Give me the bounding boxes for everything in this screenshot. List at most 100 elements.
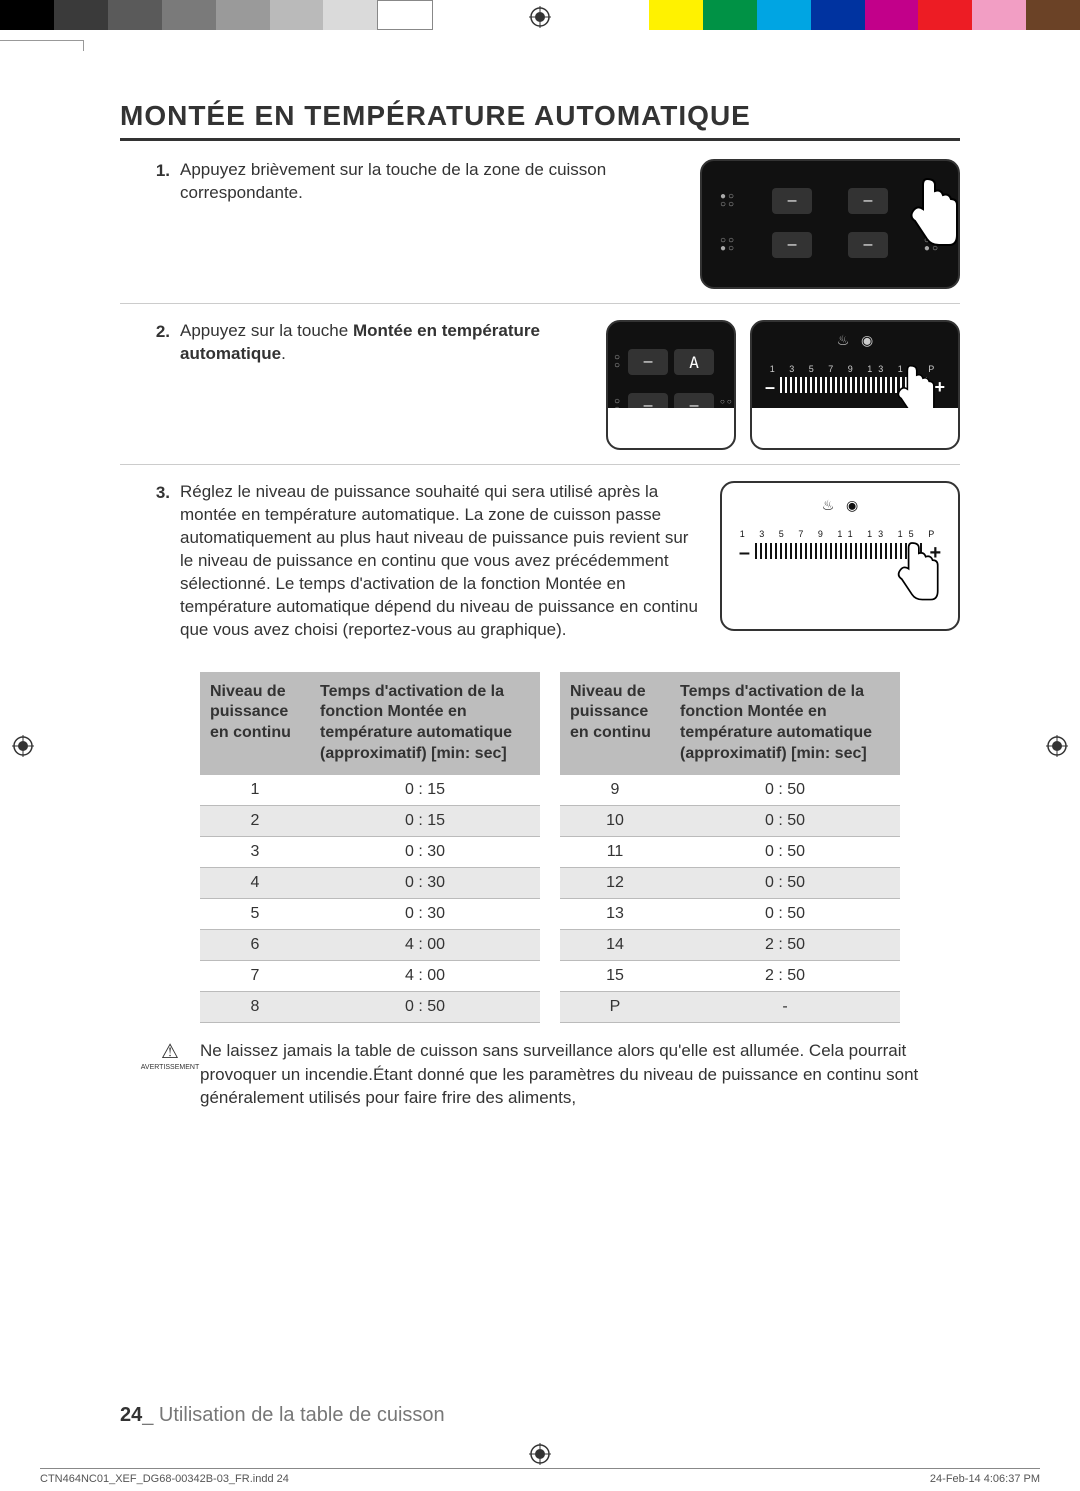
cell-level: 8	[200, 991, 310, 1022]
step-number: 1.	[120, 159, 180, 181]
control-panel-figure: ○○–A ○○––○○○○	[606, 320, 736, 450]
step-number: 2.	[120, 320, 180, 342]
registration-mark-icon	[12, 735, 34, 757]
step-number: 3.	[120, 481, 180, 503]
registration-mark-icon	[1046, 735, 1068, 757]
step-2: 2. Appuyez sur la touche Montée en tempé…	[120, 320, 960, 465]
color-swatch	[972, 0, 1026, 30]
timing-table-right: Niveau de puissance en continu Temps d'a…	[560, 672, 900, 1023]
table-row: 152 : 50	[560, 960, 900, 991]
table-row: 50 : 30	[200, 898, 540, 929]
cell-time: 0 : 50	[670, 867, 900, 898]
color-swatch	[865, 0, 919, 30]
cell-time: 4 : 00	[310, 960, 540, 991]
cell-time: 0 : 30	[310, 836, 540, 867]
cell-level: 4	[200, 867, 310, 898]
warning-block: ⚠ AVERTISSEMENT Ne laissez jamais la tab…	[140, 1039, 960, 1110]
step-text: Appuyez brièvement sur la touche de la z…	[180, 159, 700, 205]
slider-panel-figure: ♨ ◉ 1 3 5 7 9 11 13 15 P – +	[720, 481, 960, 631]
cell-time: 0 : 30	[310, 898, 540, 929]
cell-level: 3	[200, 836, 310, 867]
table-row: 74 : 00	[200, 960, 540, 991]
cell-time: 2 : 50	[670, 960, 900, 991]
warning-label: AVERTISSEMENT	[140, 1064, 200, 1071]
table-row: 40 : 30	[200, 867, 540, 898]
table-row: P-	[560, 991, 900, 1022]
print-timestamp: 24-Feb-14 4:06:37 PM	[930, 1473, 1040, 1485]
cell-level: 14	[560, 929, 670, 960]
table-row: 100 : 50	[560, 805, 900, 836]
table-row: 30 : 30	[200, 836, 540, 867]
slider-panel-figure: ♨ ◉ 1 3 5 7 9 13 15 P – +	[750, 320, 960, 450]
cell-level: 2	[200, 805, 310, 836]
crop-mark	[0, 40, 84, 41]
cell-level: 12	[560, 867, 670, 898]
text-span: Appuyez sur la touche	[180, 321, 353, 340]
cell-time: 0 : 15	[310, 775, 540, 806]
warning-text: Ne laissez jamais la table de cuisson sa…	[200, 1039, 960, 1110]
color-swatch	[703, 0, 757, 30]
table-header: Temps d'activation de la fonction Montée…	[310, 672, 540, 775]
table-header: Niveau de puissance en continu	[200, 672, 310, 775]
registration-mark-icon	[529, 6, 551, 28]
step-1: 1. Appuyez brièvement sur la touche de l…	[120, 159, 960, 304]
warning-icon: ⚠	[140, 1039, 200, 1064]
hand-pointer-icon	[882, 533, 942, 613]
color-swatch	[54, 0, 108, 30]
cell-time: 0 : 50	[310, 991, 540, 1022]
cell-level: 10	[560, 805, 670, 836]
color-swatch	[108, 0, 162, 30]
footer-sep: _	[142, 1404, 153, 1426]
step-text: Réglez le niveau de puissance souhaité q…	[180, 481, 720, 642]
page-title: MONTÉE EN TEMPÉRATURE AUTOMATIQUE	[120, 100, 960, 141]
cell-level: 15	[560, 960, 670, 991]
table-row: 64 : 00	[200, 929, 540, 960]
cell-level: 1	[200, 775, 310, 806]
cell-time: 2 : 50	[670, 929, 900, 960]
print-metadata-footer: CTN464NC01_XEF_DG68-00342B-03_FR.indd 24…	[40, 1468, 1040, 1485]
color-swatch	[216, 0, 270, 30]
cell-level: 6	[200, 929, 310, 960]
page-number: 24	[120, 1404, 142, 1426]
cell-level: 9	[560, 775, 670, 806]
color-swatch	[377, 0, 433, 30]
table-header: Temps d'activation de la fonction Montée…	[670, 672, 900, 775]
cell-time: 0 : 50	[670, 898, 900, 929]
cell-level: 11	[560, 836, 670, 867]
table-row: 10 : 15	[200, 775, 540, 806]
cell-level: 13	[560, 898, 670, 929]
cell-level: 7	[200, 960, 310, 991]
cell-time: 0 : 50	[670, 775, 900, 806]
registration-mark-icon	[529, 1443, 551, 1465]
table-header: Niveau de puissance en continu	[560, 672, 670, 775]
cell-time: 0 : 30	[310, 867, 540, 898]
cell-time: 0 : 50	[670, 836, 900, 867]
cell-time: -	[670, 991, 900, 1022]
color-swatch	[1026, 0, 1080, 30]
cell-time: 0 : 50	[670, 805, 900, 836]
table-row: 130 : 50	[560, 898, 900, 929]
text-span: .	[281, 344, 286, 363]
table-row: 142 : 50	[560, 929, 900, 960]
table-row: 120 : 50	[560, 867, 900, 898]
color-swatch	[649, 0, 703, 30]
cell-level: 5	[200, 898, 310, 929]
color-swatch	[595, 0, 649, 30]
step-text: Appuyez sur la touche Montée en températ…	[180, 320, 606, 366]
cell-level: P	[560, 991, 670, 1022]
control-panel-figure: ●○○○––○○○● ○○●○––○●●○	[700, 159, 960, 289]
color-swatch	[0, 0, 54, 30]
hand-pointer-icon	[892, 169, 962, 259]
color-swatch	[757, 0, 811, 30]
table-row: 90 : 50	[560, 775, 900, 806]
color-swatch	[323, 0, 377, 30]
table-row: 80 : 50	[200, 991, 540, 1022]
table-row: 110 : 50	[560, 836, 900, 867]
color-swatch	[811, 0, 865, 30]
color-swatch	[433, 0, 487, 30]
color-swatch	[270, 0, 324, 30]
timing-tables: Niveau de puissance en continu Temps d'a…	[200, 672, 960, 1023]
color-swatch	[162, 0, 216, 30]
page-footer: 24_ Utilisation de la table de cuisson	[120, 1404, 445, 1427]
color-swatch	[918, 0, 972, 30]
